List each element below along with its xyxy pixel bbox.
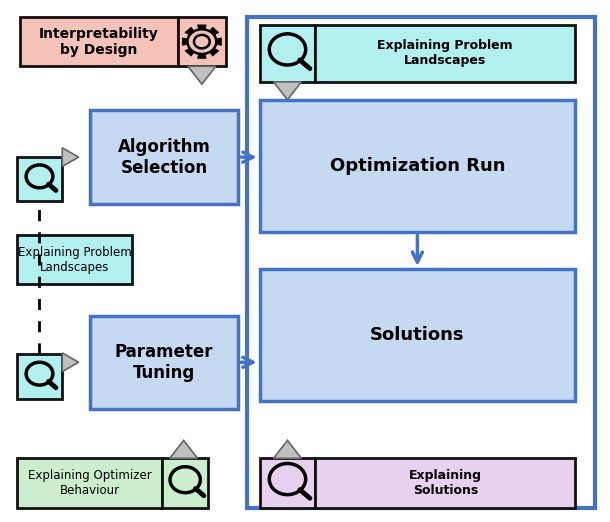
Polygon shape (170, 441, 198, 458)
FancyBboxPatch shape (90, 111, 239, 204)
Polygon shape (216, 38, 221, 45)
Polygon shape (188, 66, 216, 84)
FancyBboxPatch shape (259, 25, 315, 82)
Polygon shape (185, 48, 194, 56)
Polygon shape (198, 54, 206, 58)
Text: Algorithm
Selection: Algorithm Selection (118, 138, 210, 176)
FancyBboxPatch shape (315, 25, 575, 82)
Polygon shape (182, 38, 188, 45)
Polygon shape (198, 25, 206, 30)
Polygon shape (62, 353, 79, 372)
Text: Explaining
Solutions: Explaining Solutions (409, 469, 482, 497)
FancyBboxPatch shape (259, 269, 575, 401)
FancyBboxPatch shape (16, 157, 62, 201)
Text: Explaining Problem
Landscapes: Explaining Problem Landscapes (18, 246, 131, 274)
Polygon shape (210, 48, 219, 56)
FancyBboxPatch shape (259, 458, 315, 507)
Text: Interpretability
by Design: Interpretability by Design (39, 27, 159, 57)
Polygon shape (210, 27, 219, 35)
Text: Solutions: Solutions (370, 326, 465, 344)
Polygon shape (62, 148, 79, 167)
Text: Parameter
Tuning: Parameter Tuning (115, 343, 213, 382)
Polygon shape (185, 27, 194, 35)
FancyBboxPatch shape (20, 17, 178, 66)
FancyBboxPatch shape (162, 458, 208, 507)
Text: Optimization Run: Optimization Run (329, 157, 505, 175)
FancyBboxPatch shape (178, 17, 226, 66)
FancyBboxPatch shape (315, 458, 575, 507)
FancyBboxPatch shape (16, 235, 132, 284)
FancyBboxPatch shape (16, 458, 162, 507)
FancyBboxPatch shape (16, 354, 62, 399)
Polygon shape (273, 441, 301, 458)
Text: Explaining Problem
Landscapes: Explaining Problem Landscapes (378, 39, 513, 67)
Text: Explaining Optimizer
Behaviour: Explaining Optimizer Behaviour (27, 469, 151, 497)
Polygon shape (273, 82, 301, 100)
FancyBboxPatch shape (259, 100, 575, 232)
FancyBboxPatch shape (90, 315, 239, 409)
